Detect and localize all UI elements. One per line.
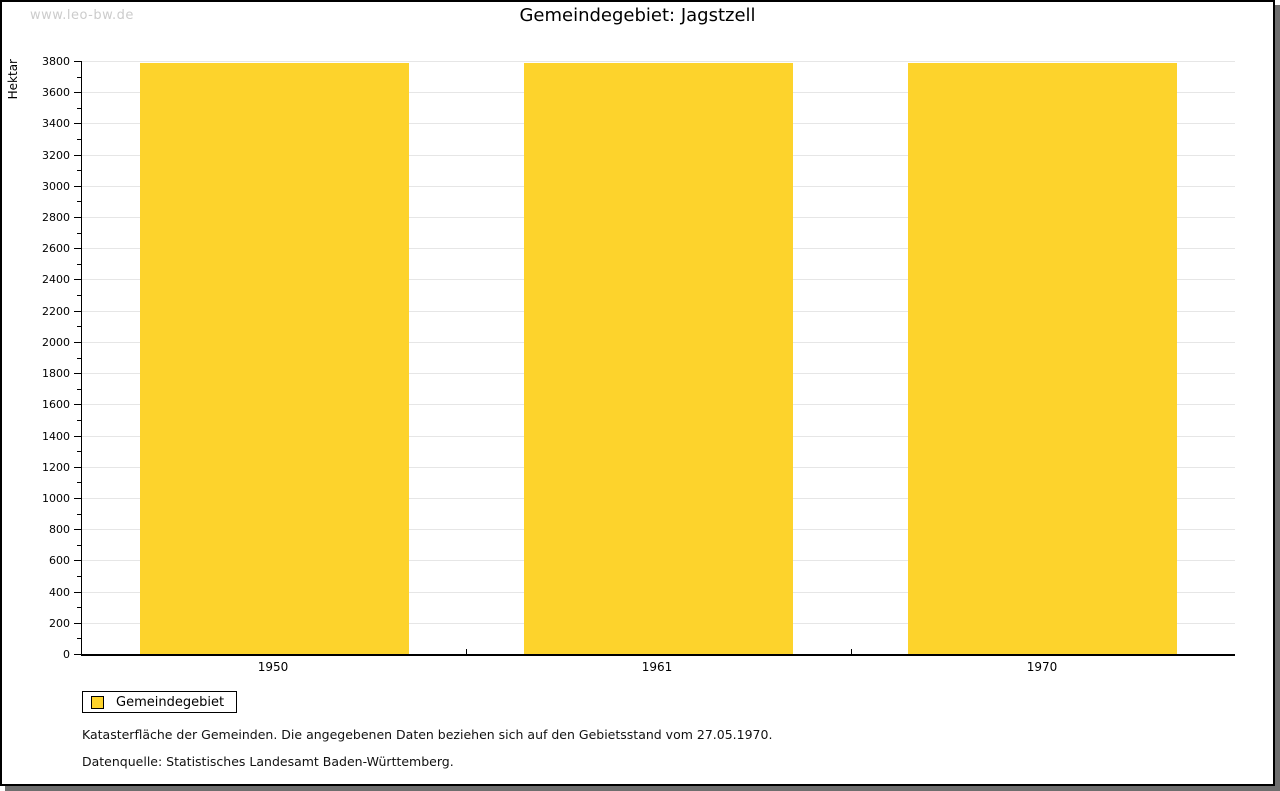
legend: Gemeindegebiet [82,691,238,713]
y-axis-tick-2200 [74,311,81,312]
y-axis-tick-100 [77,638,81,639]
footnote-datasource: Datenquelle: Statistisches Landesamt Bad… [82,754,454,769]
y-axis-tick-3500 [77,108,81,109]
legend-label: Gemeindegebiet [116,694,225,710]
y-axis-label-1800: 1800 [42,367,70,380]
x-axis-label-1961: 1961 [641,660,673,674]
y-axis-tick-2100 [77,326,81,327]
gridline-3800 [82,61,1235,62]
y-axis-tick-900 [77,514,81,515]
y-axis-tick-500 [77,576,81,577]
y-axis-label-2400: 2400 [42,273,70,286]
y-axis-label-1200: 1200 [42,461,70,474]
y-axis-label-2000: 2000 [42,336,70,349]
bar-1970 [908,63,1177,654]
y-axis-tick-800 [74,529,81,530]
y-axis-label-200: 200 [49,617,70,630]
x-axis-boundary-tick-1 [466,649,467,654]
y-axis-label-1000: 1000 [42,492,70,505]
y-axis-tick-2500 [77,264,81,265]
y-axis-tick-0 [74,654,81,655]
footnote-description: Katasterfläche der Gemeinden. Die angege… [82,727,773,742]
y-axis-tick-2700 [77,233,81,234]
y-axis-label-3800: 3800 [42,55,70,68]
plot-area [81,61,1235,656]
x-axis-label-1950: 1950 [257,660,289,674]
y-axis-tick-2300 [77,295,81,296]
y-axis-tick-200 [74,623,81,624]
y-axis-label-1400: 1400 [42,430,70,443]
watermark-text: www.leo-bw.de [30,8,134,23]
y-axis-label-400: 400 [49,586,70,599]
y-axis-label-600: 600 [49,554,70,567]
y-axis-label-800: 800 [49,523,70,536]
y-axis-label-3600: 3600 [42,86,70,99]
y-axis-tick-1800 [74,373,81,374]
y-axis-tick-3300 [77,139,81,140]
bar-1950 [140,63,409,654]
y-axis-label-2800: 2800 [42,211,70,224]
y-axis-tick-600 [74,560,81,561]
y-axis-label-0: 0 [63,648,70,661]
y-axis-tick-3100 [77,170,81,171]
y-axis-tick-3000 [74,186,81,187]
y-axis-tick-1700 [77,389,81,390]
y-axis-tick-3700 [77,77,81,78]
y-axis-tick-3600 [74,92,81,93]
y-axis-label-3000: 3000 [42,180,70,193]
y-axis-label-3400: 3400 [42,117,70,130]
y-axis-tick-1200 [74,467,81,468]
chart-title: Gemeindegebiet: Jagstzell [519,5,756,26]
y-axis-tick-1000 [74,498,81,499]
x-axis-label-1970: 1970 [1026,660,1058,674]
y-axis-tick-3800 [74,61,81,62]
y-axis-label-2600: 2600 [42,242,70,255]
y-axis-tick-2600 [74,248,81,249]
y-axis-tick-1900 [77,358,81,359]
y-axis-tick-300 [77,607,81,608]
bar-1961 [524,63,793,654]
y-axis-label-2200: 2200 [42,305,70,318]
y-axis-tick-1500 [77,420,81,421]
y-axis-tick-1100 [77,482,81,483]
y-axis-tick-2800 [74,217,81,218]
y-axis-tick-3400 [74,123,81,124]
legend-color-swatch [91,695,104,709]
y-axis-tick-1400 [74,436,81,437]
y-axis-label-1600: 1600 [42,398,70,411]
y-axis-tick-2000 [74,342,81,343]
y-axis-tick-3200 [74,155,81,156]
y-axis-title: Hektar [6,59,20,100]
y-axis-tick-700 [77,545,81,546]
y-axis-tick-1600 [74,404,81,405]
x-axis-boundary-tick-2 [851,649,852,654]
y-axis-tick-2400 [74,279,81,280]
y-axis-tick-400 [74,592,81,593]
y-axis-label-3200: 3200 [42,149,70,162]
y-axis-tick-2900 [77,201,81,202]
y-axis-tick-1300 [77,451,81,452]
